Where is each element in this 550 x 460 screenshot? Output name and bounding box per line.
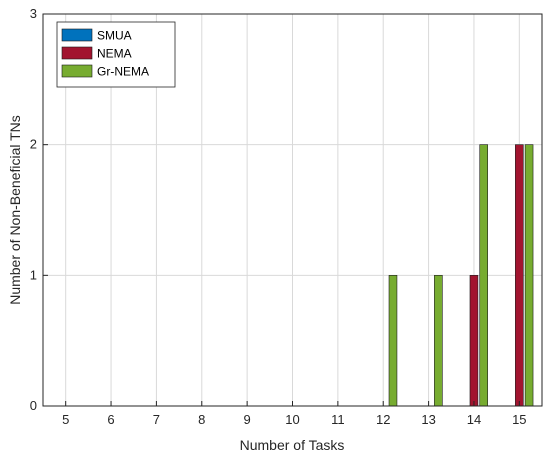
y-tick-label: 2	[30, 137, 37, 152]
legend-label-nema: NEMA	[97, 47, 132, 61]
x-tick-label: 10	[285, 412, 299, 427]
x-tick-label: 5	[62, 412, 69, 427]
x-tick-label: 9	[244, 412, 251, 427]
bar-nema-14	[469, 275, 479, 407]
y-tick-label: 0	[30, 398, 37, 413]
x-tick-label: 14	[467, 412, 481, 427]
legend-label-smua: SMUA	[97, 29, 132, 43]
legend-swatch-nema	[61, 46, 93, 60]
legend-swatch-gr-nema	[61, 64, 93, 78]
x-tick-label: 6	[107, 412, 114, 427]
legend-swatch-smua	[61, 28, 93, 42]
bar-gr-nema-12	[388, 275, 398, 407]
x-tick-label: 13	[421, 412, 435, 427]
bar-gr-nema-15	[524, 144, 534, 407]
x-tick-label: 11	[331, 412, 345, 427]
x-axis-title: Number of Tasks	[240, 437, 345, 453]
legend: SMUA NEMA Gr-NEMA	[56, 21, 176, 88]
bar-nema-15	[515, 144, 524, 407]
y-axis-ticks: 0 1 2 3	[30, 6, 48, 413]
x-tick-label: 8	[198, 412, 205, 427]
y-tick-label: 1	[30, 267, 37, 282]
y-axis-title: Number of Non-Beneficial TNs	[7, 115, 23, 305]
x-tick-label: 12	[376, 412, 390, 427]
bars	[388, 144, 534, 407]
bar-gr-nema-14	[479, 144, 488, 407]
x-tick-label: 7	[153, 412, 160, 427]
y-tick-label: 3	[30, 6, 37, 21]
x-axis-ticks: 5 6 7 8 9 10 11 12 13 14 15	[62, 401, 527, 427]
bar-gr-nema-13	[434, 275, 443, 407]
legend-label-gr-nema: Gr-NEMA	[97, 65, 149, 79]
x-tick-label: 15	[512, 412, 526, 427]
